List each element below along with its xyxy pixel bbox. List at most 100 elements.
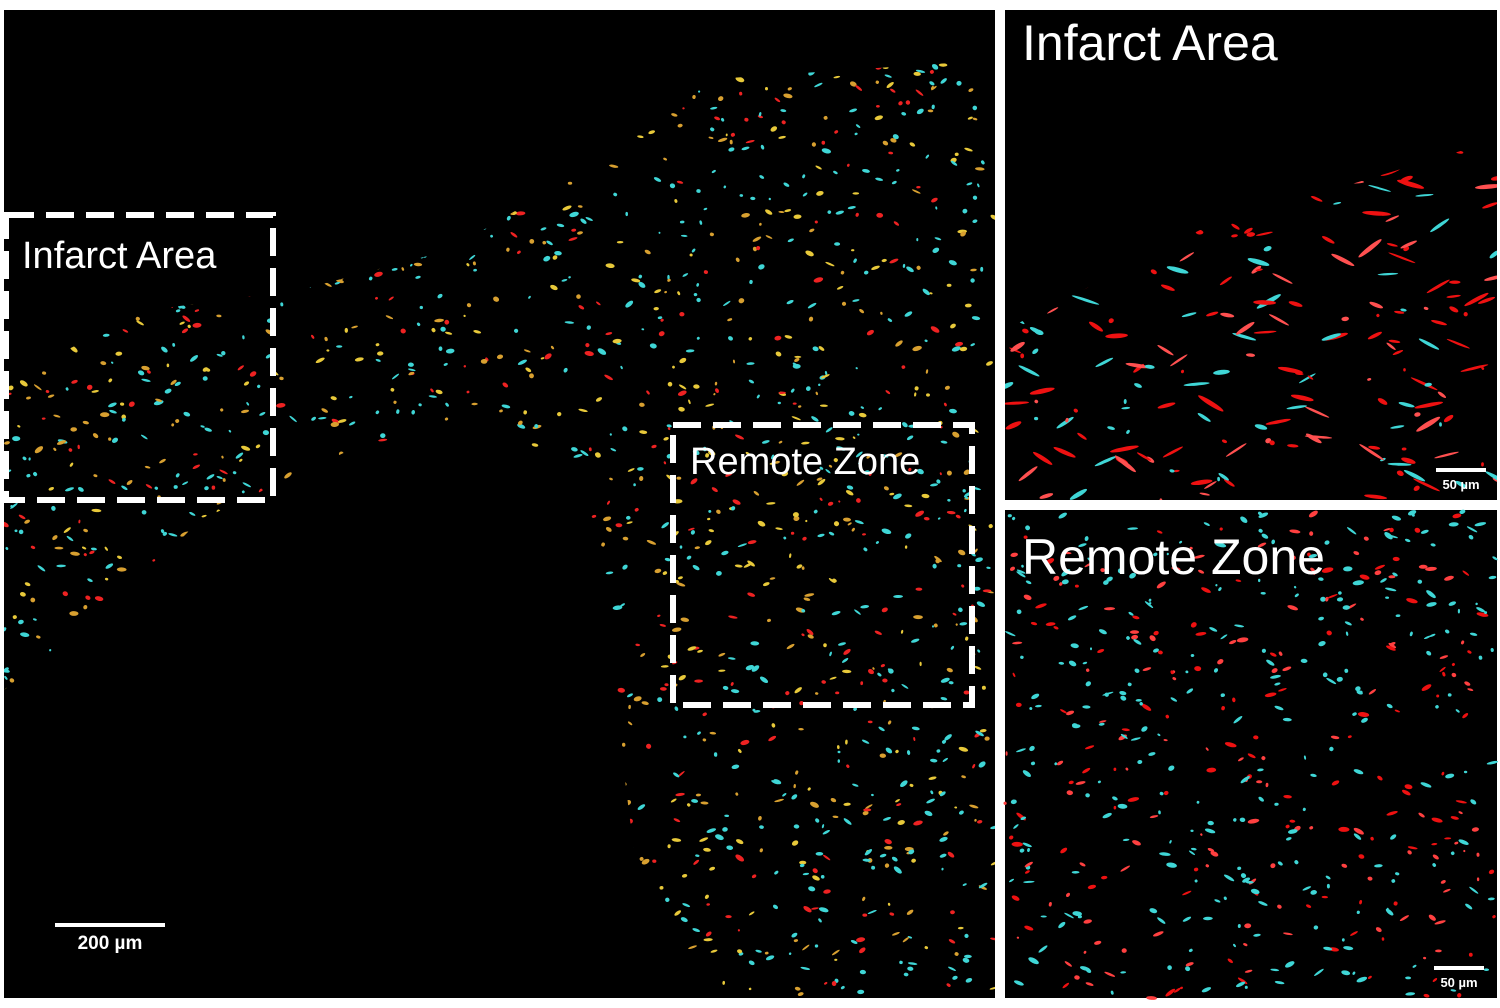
cell — [431, 327, 436, 333]
cell — [948, 260, 957, 266]
cell — [806, 628, 814, 636]
cell — [1117, 803, 1128, 809]
cell — [863, 270, 869, 275]
cell — [862, 533, 866, 536]
cell — [1436, 694, 1440, 698]
cell — [1283, 932, 1293, 936]
scale-label: 50 µm — [1440, 975, 1477, 990]
cell — [136, 320, 144, 326]
cell — [1032, 348, 1039, 355]
cell — [187, 324, 191, 329]
cell — [571, 228, 577, 232]
cell — [817, 533, 825, 538]
cell — [1244, 923, 1252, 929]
cell — [4, 627, 7, 632]
cell — [8, 385, 14, 391]
cell — [896, 803, 902, 807]
cell — [284, 472, 292, 479]
cell — [1283, 794, 1292, 799]
cell — [628, 704, 631, 710]
cell — [961, 775, 966, 779]
cell — [1231, 223, 1240, 230]
cell — [550, 284, 558, 291]
cell — [912, 345, 922, 352]
cell — [939, 836, 948, 842]
cell — [1338, 591, 1342, 595]
cell — [237, 365, 244, 371]
cell — [83, 605, 88, 610]
cell — [1065, 892, 1071, 898]
cell — [1410, 377, 1438, 391]
cell — [1016, 609, 1022, 615]
cell — [568, 276, 571, 279]
cell — [803, 906, 812, 913]
cell — [821, 140, 826, 145]
cell — [1274, 980, 1285, 985]
cell — [962, 489, 966, 493]
cell — [1066, 710, 1075, 716]
cell — [764, 87, 769, 91]
cell — [1413, 478, 1441, 492]
cell — [679, 311, 685, 317]
cell — [1253, 735, 1259, 740]
cell — [948, 939, 956, 944]
cell — [1035, 704, 1042, 708]
cell — [829, 651, 832, 657]
cell — [1188, 850, 1196, 856]
cell — [1098, 629, 1107, 635]
cell — [428, 395, 437, 398]
cell — [1172, 677, 1177, 681]
cell — [1389, 527, 1394, 533]
cell — [1484, 275, 1497, 281]
cell — [824, 981, 828, 985]
cell — [818, 918, 822, 923]
cell — [929, 69, 934, 74]
cell — [1424, 382, 1432, 387]
cell — [883, 816, 891, 821]
cell — [958, 549, 966, 556]
cell — [879, 753, 886, 758]
cell — [480, 358, 488, 364]
cell — [791, 932, 798, 938]
cell — [962, 883, 967, 886]
cell — [1150, 269, 1157, 275]
cell — [820, 875, 825, 879]
cell — [1025, 580, 1032, 585]
cell — [5, 546, 9, 551]
cell — [1405, 976, 1412, 980]
cell — [931, 104, 935, 110]
cell — [889, 912, 895, 916]
cell — [1428, 914, 1436, 921]
cell — [1330, 735, 1340, 740]
cell — [1467, 650, 1472, 654]
cell — [1244, 969, 1253, 973]
cell — [1189, 546, 1193, 550]
cell — [1005, 401, 1030, 405]
cell — [1412, 964, 1417, 968]
cell — [812, 875, 820, 881]
cell — [957, 564, 962, 568]
cell — [1122, 838, 1130, 842]
cell — [915, 89, 924, 96]
cell — [759, 825, 764, 829]
cell — [12, 436, 21, 442]
cell — [1237, 866, 1242, 871]
cell — [473, 268, 477, 272]
cell — [1219, 276, 1232, 286]
cell — [1016, 571, 1026, 578]
cell — [1056, 760, 1064, 766]
cell — [1240, 776, 1250, 784]
cell — [1313, 925, 1319, 930]
cell — [908, 849, 915, 855]
cell — [444, 319, 450, 325]
cell — [1386, 342, 1396, 351]
cell — [1285, 824, 1290, 829]
cell — [1035, 603, 1047, 609]
cell — [1223, 896, 1227, 901]
cell — [1203, 916, 1213, 921]
cell — [832, 815, 839, 819]
cell — [1233, 943, 1236, 948]
cell — [906, 266, 914, 273]
cell — [805, 386, 811, 391]
cell — [1380, 578, 1387, 583]
